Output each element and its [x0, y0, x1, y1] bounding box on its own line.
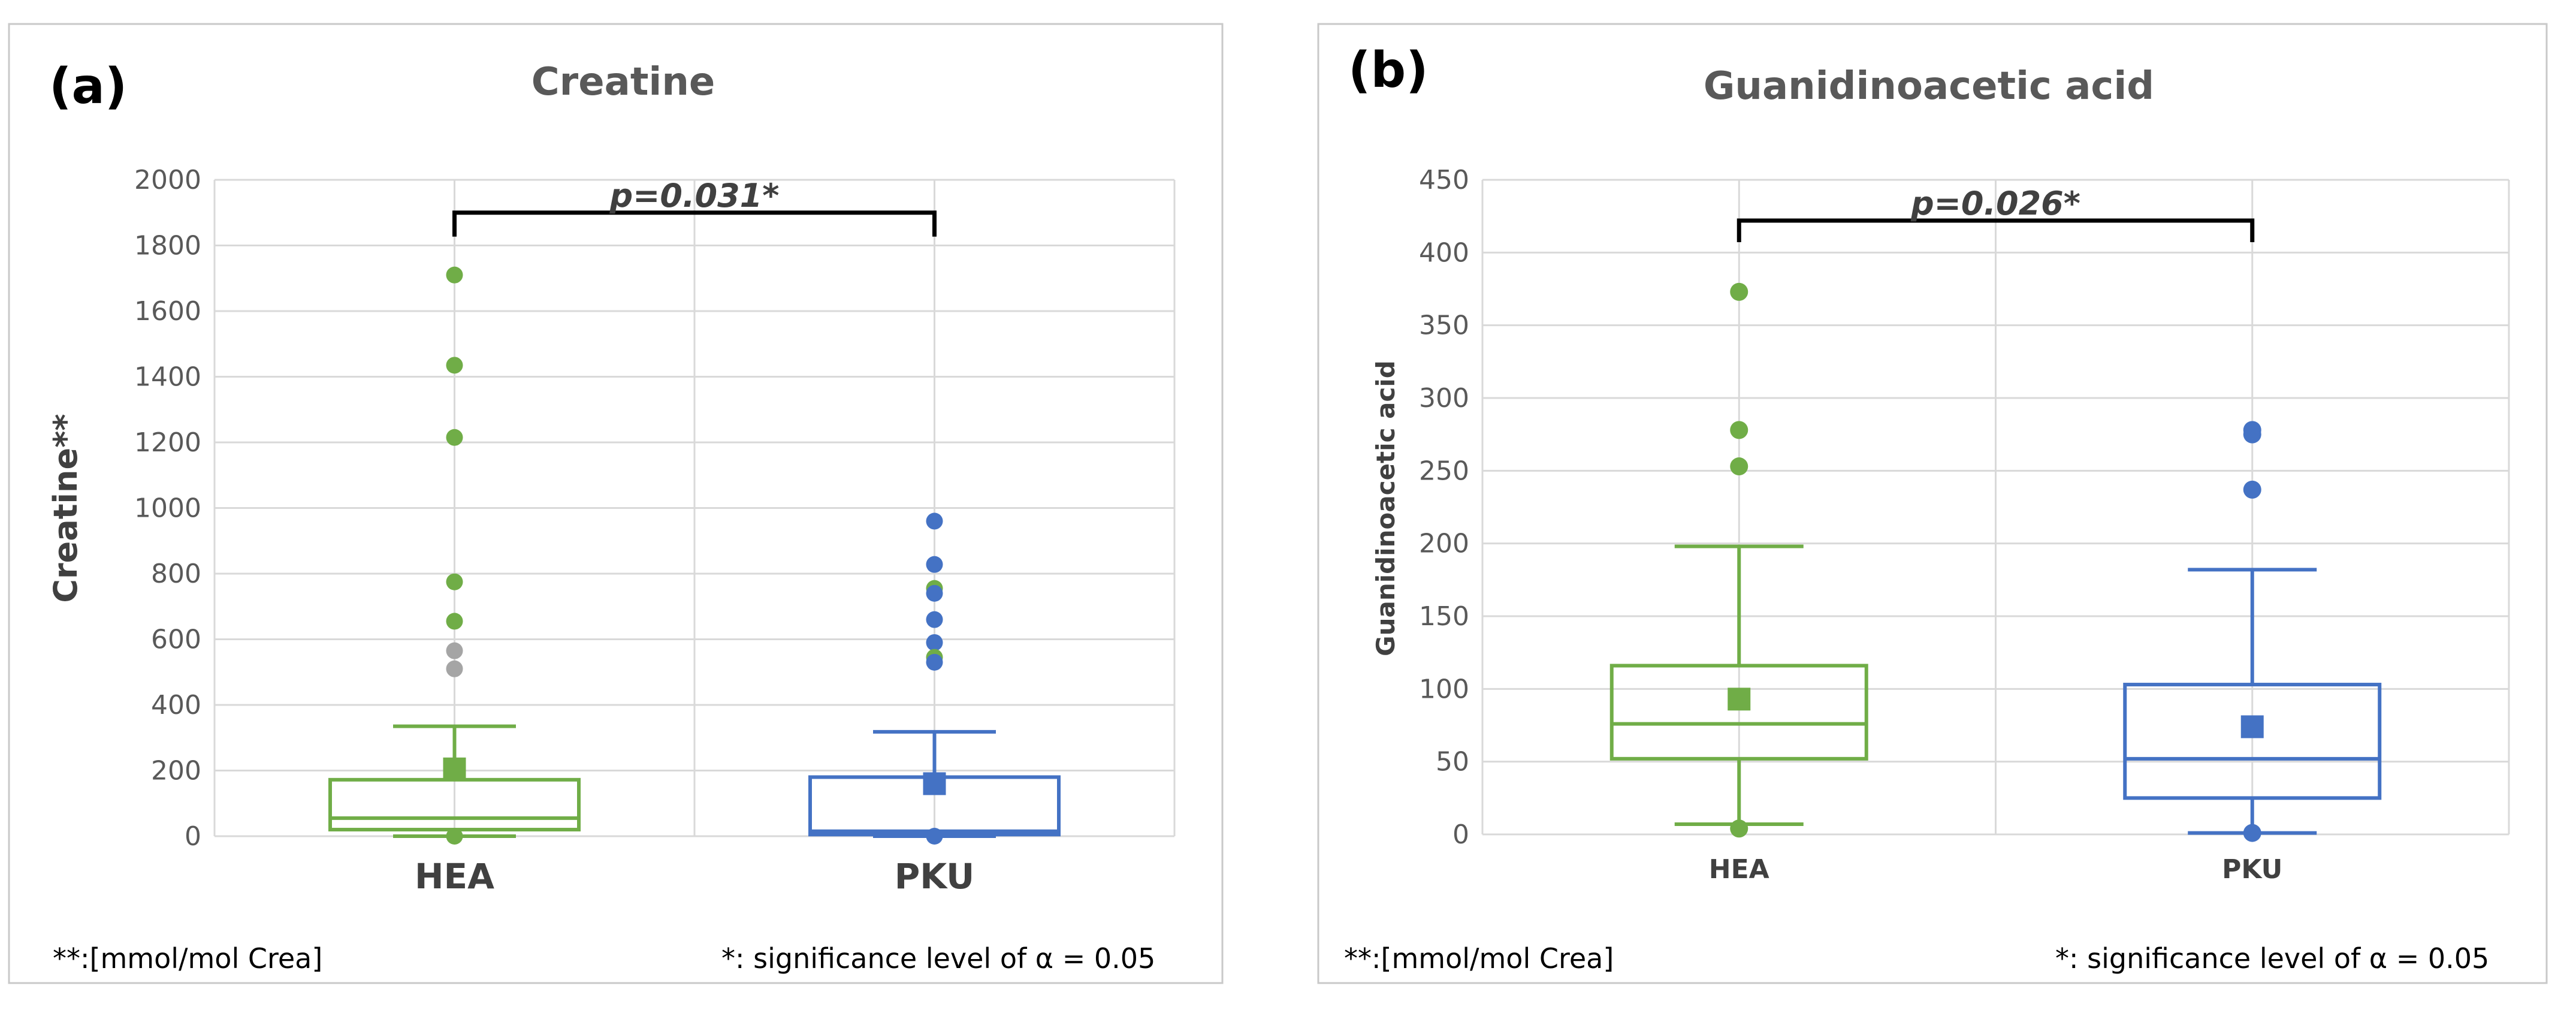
- chart-title: Guanidinoacetic acid: [1704, 64, 2154, 108]
- y-tick-label: 1200: [134, 427, 201, 458]
- y-axis-label: Guanidinoacetic acid: [1371, 360, 1400, 656]
- p-value-label: p=0.026*: [1910, 185, 2080, 222]
- chart-title: Creatine: [531, 60, 715, 104]
- y-tick-label: 50: [1436, 747, 1469, 777]
- outlier-point: [926, 634, 943, 651]
- x-tick-label-hea: HEA: [1709, 854, 1769, 885]
- y-tick-label: 200: [151, 756, 201, 786]
- footnote-units: **:[mmol/mol Crea]: [1344, 942, 1614, 975]
- y-tick-label: 400: [151, 690, 201, 721]
- y-tick-label: 0: [1452, 819, 1469, 850]
- footnote-significance: *: significance level of α = 0.05: [2055, 942, 2489, 975]
- p-value-label: p=0.031*: [609, 177, 780, 215]
- outlier-point: [446, 642, 463, 659]
- outlier-point: [926, 513, 943, 530]
- outlier-point: [1730, 282, 1748, 301]
- box-pku: [2123, 421, 2382, 842]
- outlier-point: [1730, 819, 1748, 838]
- significance-bracket: [1737, 218, 2255, 242]
- panel-label: (b): [1348, 42, 1429, 99]
- x-tick-label-pku: PKU: [895, 856, 975, 897]
- mean-marker: [443, 757, 466, 780]
- outlier-point: [1730, 421, 1748, 439]
- footnote-significance: *: significance level of α = 0.05: [721, 942, 1155, 975]
- outlier-point: [446, 357, 463, 374]
- x-tick-label-pku: PKU: [2222, 854, 2282, 885]
- y-tick-label: 1400: [134, 362, 201, 393]
- outlier-point: [2243, 425, 2261, 444]
- mean-marker: [923, 772, 946, 795]
- outlier-point: [446, 613, 463, 630]
- outlier-point: [926, 828, 943, 845]
- y-tick-label: 200: [1419, 529, 1469, 559]
- panel-frame: [8, 23, 1224, 984]
- y-tick-label: 450: [1419, 165, 1469, 195]
- box-hea: [1609, 282, 1868, 838]
- outlier-point: [446, 573, 463, 590]
- outlier-point: [446, 266, 463, 284]
- y-tick-label: 100: [1419, 674, 1469, 704]
- footnote-units: **:[mmol/mol Crea]: [53, 942, 322, 975]
- chart-panel-b: 0 50 100 150 200 250 300 350 400 450 HEA PKU p=0.026…: [1317, 23, 2548, 984]
- outlier-point: [1730, 457, 1748, 476]
- y-tick-label: 2000: [134, 165, 201, 195]
- panel-label: (a): [49, 58, 127, 115]
- y-tick-label: 1800: [134, 231, 201, 261]
- y-tick-label: 800: [151, 559, 201, 589]
- outlier-point: [446, 828, 463, 845]
- outlier-point: [926, 611, 943, 628]
- outlier-point: [446, 429, 463, 446]
- outlier-point: [2243, 480, 2261, 499]
- y-tick-label: 300: [1419, 383, 1469, 414]
- chart-panel-a: 0 200 400 600 800 1000 1200 1400 1600 1800 2000 HEA…: [8, 23, 1224, 984]
- y-tick-label: 150: [1419, 601, 1469, 632]
- box-pku: [808, 513, 1061, 845]
- y-tick-label: 0: [185, 821, 201, 852]
- outlier-point: [446, 660, 463, 677]
- outlier-point: [926, 556, 943, 573]
- panel-frame: [1317, 23, 2548, 984]
- box-hea: [328, 266, 581, 845]
- y-tick-label: 1600: [134, 296, 201, 327]
- y-tick-label: 250: [1419, 456, 1469, 486]
- outlier-point: [926, 653, 943, 671]
- outlier-point: [926, 584, 943, 602]
- y-axis-label: Creatine**: [47, 414, 84, 602]
- y-tick-label: 1000: [134, 493, 201, 524]
- box-iqr: [1609, 664, 1868, 761]
- mean-marker: [2240, 715, 2264, 738]
- significance-bracket: [452, 210, 937, 237]
- y-tick-label: 350: [1419, 310, 1469, 341]
- outlier-point: [2243, 824, 2261, 842]
- y-tick-label: 400: [1419, 237, 1469, 268]
- box-iqr: [2123, 683, 2382, 800]
- mean-marker: [1728, 688, 1751, 711]
- x-tick-label-hea: HEA: [415, 856, 494, 897]
- y-tick-label: 600: [151, 625, 201, 655]
